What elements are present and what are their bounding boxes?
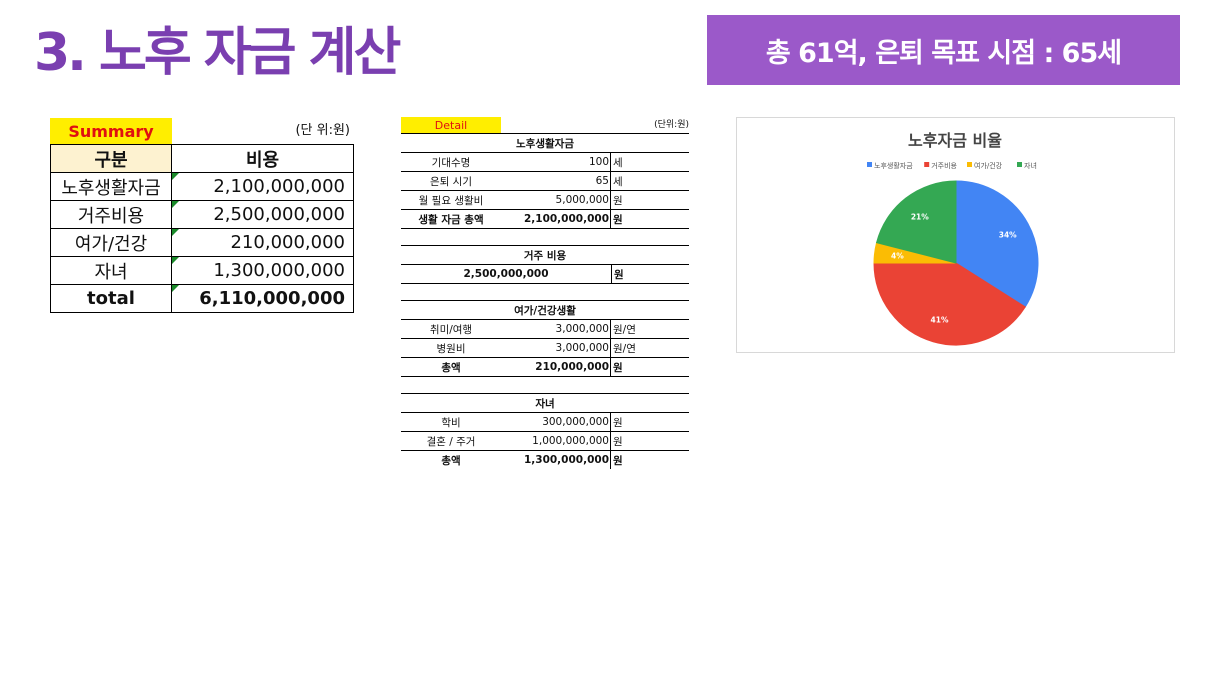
summary-banner: 총 61억, 은퇴 목표 시점 : 65세 [707, 15, 1180, 85]
detail-sheet: Detail (단위:원) 노후생활자금 기대수명 100 세 은퇴 시기 65 세 월… [401, 117, 689, 469]
section-title: 노후생활자금 [401, 133, 689, 153]
cell-indicator [172, 257, 179, 264]
slice-label: 34% [999, 231, 1017, 240]
page-title: 3. 노후 자금 계산 [34, 23, 401, 83]
detail-row[interactable]: 총액 210,000,000 원 [401, 358, 689, 377]
cell-indicator [172, 173, 179, 180]
legend-swatch [967, 162, 972, 167]
detail-row[interactable]: 2,500,000,000 원 [401, 265, 689, 284]
slice-label: 4% [891, 252, 904, 261]
section-title: 자녀 [401, 393, 689, 413]
cell-indicator [172, 201, 179, 208]
header-cost: 비용 [171, 144, 354, 173]
legend-swatch [867, 162, 872, 167]
legend-label: 자녀 [1024, 161, 1037, 170]
detail-unit: (단위:원) [654, 120, 689, 130]
slice-label: 41% [931, 316, 949, 325]
section-title: 여가/건강생활 [401, 300, 689, 320]
summary-unit: (단 위:원) [295, 123, 350, 138]
header-category: 구분 [50, 144, 172, 173]
summary-label: Summary [50, 118, 172, 144]
cell-indicator [172, 285, 179, 292]
detail-row[interactable]: 결혼 / 주거 1,000,000,000 원 [401, 432, 689, 451]
summary-item[interactable]: 자녀 [50, 256, 172, 285]
legend-label: 여가/건강 [974, 161, 1003, 170]
summary-cost[interactable]: 1,300,000,000 [171, 256, 354, 285]
detail-row[interactable]: 기대수명 100 세 [401, 153, 689, 172]
cell-indicator [172, 229, 179, 236]
detail-row[interactable]: 생활 자금 총액 2,100,000,000 원 [401, 210, 689, 229]
detail-row[interactable]: 월 필요 생활비 5,000,000 원 [401, 191, 689, 210]
legend-swatch [924, 162, 930, 167]
legend-label: 노후생활자금 [874, 161, 913, 170]
detail-row[interactable]: 은퇴 시기 65 세 [401, 172, 689, 191]
summary-item[interactable]: 거주비용 [50, 200, 172, 229]
detail-row[interactable]: 학비 300,000,000 원 [401, 413, 689, 432]
summary-total-label[interactable]: total [50, 284, 172, 313]
pie-slice [875, 180, 957, 264]
legend-swatch [1017, 162, 1022, 167]
summary-table: Summary (단 위:원) 구분 비용 노후생활자금 2,100,000,0… [50, 118, 354, 313]
legend-label: 거주비용 [931, 161, 957, 170]
slice-label: 21% [911, 212, 929, 221]
detail-label: Detail [401, 117, 501, 133]
detail-row[interactable]: 취미/여행 3,000,000 원/연 [401, 320, 689, 339]
summary-cost[interactable]: 2,100,000,000 [171, 172, 354, 201]
detail-row[interactable]: 병원비 3,000,000 원/연 [401, 339, 689, 358]
detail-row[interactable]: 총액 1,300,000,000 원 [401, 451, 689, 469]
summary-item[interactable]: 여가/건강 [50, 228, 172, 257]
summary-cost[interactable]: 210,000,000 [171, 228, 354, 257]
summary-cost[interactable]: 2,500,000,000 [171, 200, 354, 229]
summary-total-cost[interactable]: 6,110,000,000 [171, 284, 354, 313]
pie-slice [873, 262, 1026, 346]
section-title: 거주 비용 [401, 245, 689, 265]
chart-title: 노후자금 비율 [908, 131, 1002, 150]
summary-item[interactable]: 노후생활자금 [50, 172, 172, 201]
